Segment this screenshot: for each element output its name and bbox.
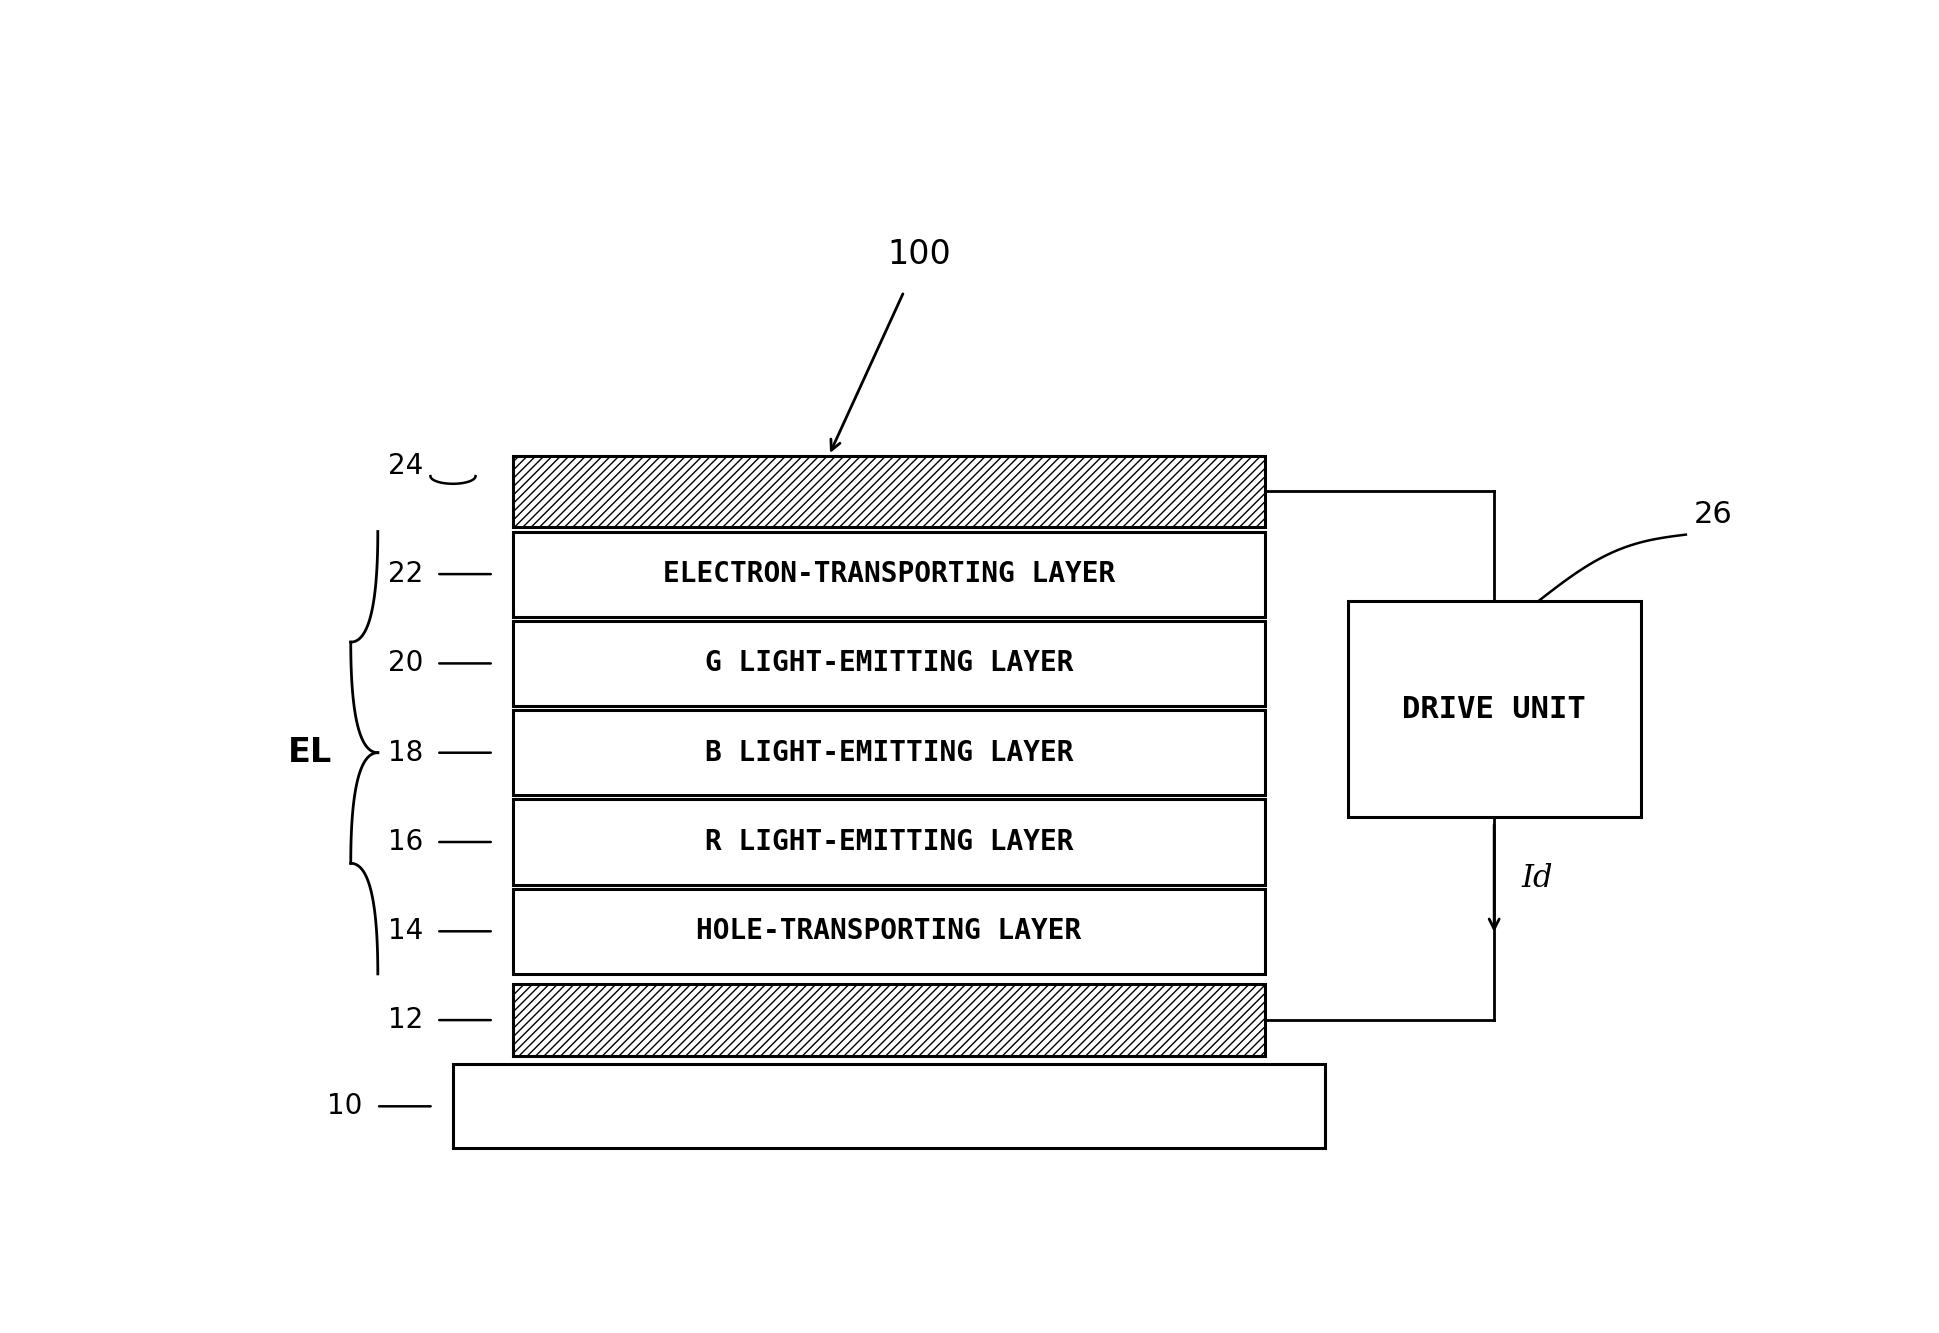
Text: 14: 14: [388, 917, 423, 945]
Text: HOLE-TRANSPORTING LAYER: HOLE-TRANSPORTING LAYER: [696, 917, 1082, 945]
Text: R LIGHT-EMITTING LAYER: R LIGHT-EMITTING LAYER: [704, 828, 1072, 856]
Bar: [512, 889, 1264, 974]
Text: 10: 10: [328, 1092, 363, 1120]
Bar: [512, 456, 1264, 528]
Bar: [512, 984, 1264, 1056]
Text: 100: 100: [886, 237, 950, 271]
Bar: [512, 532, 1264, 617]
Text: B LIGHT-EMITTING LAYER: B LIGHT-EMITTING LAYER: [704, 738, 1072, 766]
Text: 24: 24: [388, 452, 423, 480]
Bar: [512, 621, 1264, 706]
Bar: [452, 1064, 1324, 1149]
Text: ELECTRON-TRANSPORTING LAYER: ELECTRON-TRANSPORTING LAYER: [663, 560, 1115, 588]
Text: DRIVE UNIT: DRIVE UNIT: [1402, 694, 1586, 724]
Text: 26: 26: [1693, 500, 1732, 529]
Text: 22: 22: [388, 560, 423, 588]
Bar: [1348, 601, 1640, 817]
Bar: [512, 800, 1264, 885]
Text: 12: 12: [388, 1006, 423, 1034]
Text: Id: Id: [1520, 862, 1551, 894]
Bar: [512, 710, 1264, 796]
Text: EL: EL: [287, 736, 332, 769]
Text: 20: 20: [388, 649, 423, 677]
Text: 16: 16: [388, 828, 423, 856]
Text: 18: 18: [388, 738, 423, 766]
Text: G LIGHT-EMITTING LAYER: G LIGHT-EMITTING LAYER: [704, 649, 1072, 677]
